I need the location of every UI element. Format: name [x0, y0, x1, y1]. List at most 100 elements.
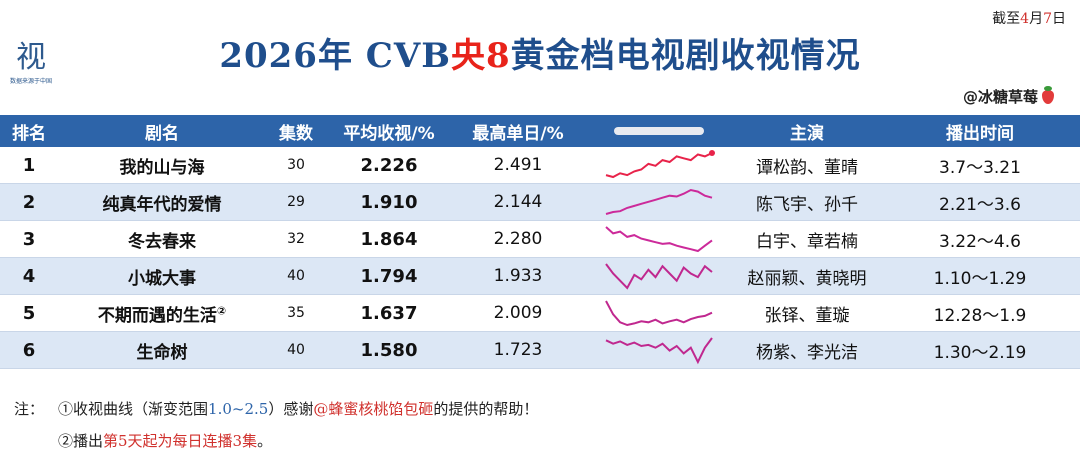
cell-dates: 1.10～1.29 — [880, 257, 1080, 295]
author-handle: @冰糖草莓 — [963, 86, 1054, 107]
cell-rank: 1 — [0, 147, 58, 184]
cell-avg: 1.580 — [326, 331, 452, 369]
header-cast: 主演 — [734, 115, 880, 147]
cell-eps: 40 — [266, 331, 326, 369]
sparkline-path — [605, 337, 713, 365]
cell-peak: 1.933 — [452, 257, 584, 295]
cell-cast: 赵丽颖、黄晓明 — [734, 257, 880, 295]
cell-cast: 张铎、董璇 — [734, 294, 880, 332]
strawberry-icon — [1042, 86, 1054, 104]
title-pre: 2026年 CVB — [219, 36, 451, 76]
sparkline-path — [605, 263, 713, 290]
note1-credit: @蜂蜜核桃馅包砸 — [313, 400, 434, 418]
note1-a: ①收视曲线（渐变范围 — [58, 400, 209, 418]
cell-name: 我的山与海 — [58, 147, 266, 184]
footnote-mark: ② — [216, 303, 227, 317]
trend-header-bar — [614, 127, 704, 135]
logo-glyph: 视 — [16, 40, 46, 75]
cell-dates: 3.22～4.6 — [880, 220, 1080, 258]
header-avg: 平均收视/% — [326, 115, 452, 147]
table-row: 2 纯真年代的爱情 29 1.910 2.144 陈飞宇、孙千 2.21～3.6 — [0, 183, 1080, 221]
sparkline-path — [605, 226, 713, 253]
author-text: @冰糖草莓 — [962, 88, 1038, 106]
cell-name: 不期而遇的生活② — [58, 294, 266, 332]
drama-title: 冬去春来 — [128, 231, 196, 252]
cell-rank: 2 — [0, 183, 58, 221]
header-rank: 排名 — [0, 115, 58, 147]
cell-eps: 29 — [266, 183, 326, 221]
cell-cast: 谭松韵、董晴 — [734, 147, 880, 184]
drama-title: 不期而遇的生活 — [97, 305, 217, 326]
cell-dates: 2.21～3.6 — [880, 183, 1080, 221]
footnotes: 注： ①收视曲线（渐变范围1.0~2.5）感谢@蜂蜜核桃馅包砸的提供的帮助！ ②播… — [14, 396, 538, 460]
note1-b: ）感谢 — [268, 400, 314, 418]
ratings-sparkline — [605, 263, 713, 290]
cell-peak: 2.009 — [452, 294, 584, 332]
cell-dates: 1.30～2.19 — [880, 331, 1080, 369]
cell-eps: 30 — [266, 147, 326, 184]
ratings-table: 排名 剧名 集数 平均收视/% 最高单日/% 主演 播出时间 1 我的山与海 30 2… — [0, 115, 1080, 369]
table-row: 3 冬去春来 32 1.864 2.280 白宇、章若楠 3.22～4.6 — [0, 220, 1080, 258]
note-label: 注： — [14, 400, 45, 418]
cell-peak: 2.144 — [452, 183, 584, 221]
cell-peak: 1.723 — [452, 331, 584, 369]
page-title: 2026年 CVB央8黄金档电视剧收视情况 — [0, 28, 1080, 77]
note2-b: 。 — [257, 432, 273, 450]
cell-eps: 35 — [266, 294, 326, 332]
cell-trend — [584, 294, 734, 332]
table-row: 1 我的山与海 30 2.226 2.491 谭松韵、董晴 3.7～3.21 — [0, 147, 1080, 184]
date-month: 4 — [1020, 11, 1030, 27]
note2-a: ②播出 — [58, 432, 104, 450]
date-day-unit: 日 — [1052, 11, 1066, 27]
cell-avg: 1.637 — [326, 294, 452, 332]
ratings-sparkline — [605, 337, 713, 365]
cell-name: 纯真年代的爱情 — [58, 183, 266, 221]
cell-peak: 2.491 — [452, 147, 584, 184]
cell-name: 冬去春来 — [58, 220, 266, 258]
cell-cast: 白宇、章若楠 — [734, 220, 880, 258]
cell-rank: 5 — [0, 294, 58, 332]
header-name: 剧名 — [58, 115, 266, 147]
header-dates: 播出时间 — [880, 115, 1080, 147]
drama-title: 生命树 — [136, 342, 188, 363]
note2-highlight: 第5天起为每日连播3集 — [103, 432, 258, 450]
drama-title: 我的山与海 — [119, 157, 205, 178]
table-row: 5 不期而遇的生活② 35 1.637 2.009 张铎、董璇 12.28～1.9 — [0, 294, 1080, 332]
cell-name: 小城大事 — [58, 257, 266, 295]
cell-cast: 陈飞宇、孙千 — [734, 183, 880, 221]
cell-dates: 3.7～3.21 — [880, 147, 1080, 184]
note-line-1: 注： ①收视曲线（渐变范围1.0~2.5）感谢@蜂蜜核桃馅包砸的提供的帮助！ — [14, 396, 538, 428]
header-eps: 集数 — [266, 115, 326, 147]
table-header: 排名 剧名 集数 平均收视/% 最高单日/% 主演 播出时间 — [0, 115, 1080, 147]
drama-title: 小城大事 — [128, 268, 196, 289]
cell-trend — [584, 183, 734, 221]
cell-cast: 杨紫、李光洁 — [734, 331, 880, 369]
title-post: 黄金档电视剧收视情况 — [510, 36, 861, 76]
cell-avg: 1.794 — [326, 257, 452, 295]
cell-trend — [584, 257, 734, 295]
table-row: 4 小城大事 40 1.794 1.933 赵丽颖、黄晓明 1.10～1.29 — [0, 257, 1080, 295]
ratings-sparkline — [605, 300, 713, 327]
date-day: 7 — [1043, 11, 1052, 27]
site-logo: 视 数据来源于中国 — [8, 40, 54, 98]
ratings-sparkline — [605, 226, 713, 253]
cell-eps: 32 — [266, 220, 326, 258]
note-line-2: ②播出第5天起为每日连播3集。 — [14, 428, 538, 460]
note1-range: 1.0~2.5 — [208, 400, 269, 418]
date-month-unit: 月 — [1029, 11, 1044, 27]
cell-dates: 12.28～1.9 — [880, 294, 1080, 332]
cell-peak: 2.280 — [452, 220, 584, 258]
logo-subtitle: 数据来源于中国 — [9, 78, 52, 85]
ratings-sparkline — [605, 188, 713, 215]
cell-eps: 40 — [266, 257, 326, 295]
date-stamp: 截至4月7日 — [992, 8, 1066, 28]
cell-name: 生命树 — [58, 331, 266, 369]
cell-trend — [584, 147, 734, 184]
cell-avg: 1.864 — [326, 220, 452, 258]
cell-rank: 4 — [0, 257, 58, 295]
title-channel: 央8 — [450, 36, 511, 76]
cell-rank: 3 — [0, 220, 58, 258]
sparkline-end-dot — [709, 150, 715, 156]
drama-title: 纯真年代的爱情 — [102, 194, 222, 215]
date-prefix: 截至 — [992, 11, 1021, 27]
